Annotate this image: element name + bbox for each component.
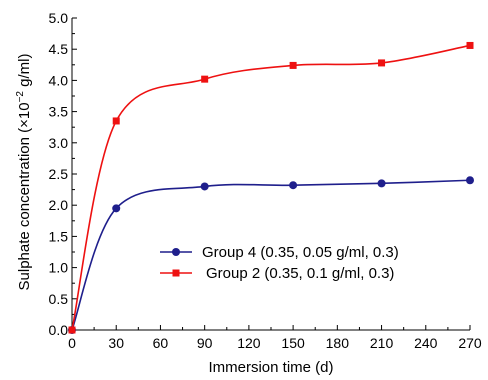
legend-label: Group 4 (0.35, 0.05 g/ml, 0.3) bbox=[202, 244, 399, 261]
x-tick-label: 60 bbox=[153, 335, 169, 351]
y-tick-label: 0.0 bbox=[49, 322, 69, 338]
y-tick-label: 2.0 bbox=[49, 197, 69, 213]
y-axis-label-tail: g/ml) bbox=[16, 54, 33, 92]
y-tick-label: 4.0 bbox=[49, 72, 69, 88]
data-point bbox=[466, 41, 474, 49]
series-group bbox=[68, 176, 474, 334]
y-axis-label-main: Sulphate concentration (×10 bbox=[16, 102, 33, 290]
y-tick-label: 3.5 bbox=[49, 104, 69, 120]
x-tick-label: 270 bbox=[458, 335, 482, 351]
y-tick-label: 1.5 bbox=[49, 228, 69, 244]
data-point bbox=[200, 182, 209, 191]
y-tick-label: 5.0 bbox=[49, 10, 69, 26]
data-point bbox=[201, 75, 209, 83]
series-group bbox=[68, 41, 474, 334]
data-point bbox=[112, 204, 121, 213]
legend-item: Group 2 (0.35, 0.1 g/ml, 0.3) bbox=[160, 265, 394, 282]
series-layer bbox=[68, 41, 474, 334]
legend-label: Group 2 (0.35, 0.1 g/ml, 0.3) bbox=[206, 265, 394, 282]
y-tick-label: 1.0 bbox=[49, 260, 69, 276]
data-point bbox=[289, 181, 298, 190]
x-tick-label: 120 bbox=[237, 335, 261, 351]
data-point bbox=[112, 117, 120, 125]
x-tick-label: 90 bbox=[197, 335, 213, 351]
series-line bbox=[71, 179, 471, 331]
legend-item: Group 4 (0.35, 0.05 g/ml, 0.3) bbox=[160, 244, 399, 261]
y-tick-label: 2.5 bbox=[49, 166, 69, 182]
x-tick-label: 240 bbox=[414, 335, 438, 351]
y-tick-label: 4.5 bbox=[49, 41, 69, 57]
x-axis-label: Immersion time (d) bbox=[208, 359, 333, 376]
y-axis-label: Sulphate concentration (×10−2 g/ml) bbox=[15, 54, 33, 291]
x-tick-label: 210 bbox=[370, 335, 394, 351]
data-point bbox=[377, 179, 386, 188]
legend: Group 4 (0.35, 0.05 g/ml, 0.3) Group 2 (0… bbox=[160, 244, 399, 282]
data-point bbox=[68, 326, 76, 334]
x-tick-label: 30 bbox=[108, 335, 124, 351]
legend-swatch-marker bbox=[172, 269, 180, 277]
data-point bbox=[378, 59, 386, 67]
data-point bbox=[466, 176, 474, 185]
x-tick-label: 150 bbox=[281, 335, 305, 351]
legend-swatch-marker bbox=[172, 248, 180, 256]
series-line bbox=[71, 44, 471, 331]
y-tick-label: 0.5 bbox=[49, 291, 69, 307]
y-tick-label: 3.0 bbox=[49, 135, 69, 151]
x-tick-label: 0 bbox=[68, 335, 76, 351]
x-tick-label: 180 bbox=[326, 335, 350, 351]
axes: 0.0 0.5 1.0 1.5 2.0 2.5 3.0 3.5 4.0 4.5 5.0 0 30 60 90… bbox=[49, 10, 482, 351]
data-point bbox=[289, 61, 297, 69]
y-axis-label-exponent: −2 bbox=[15, 91, 26, 103]
